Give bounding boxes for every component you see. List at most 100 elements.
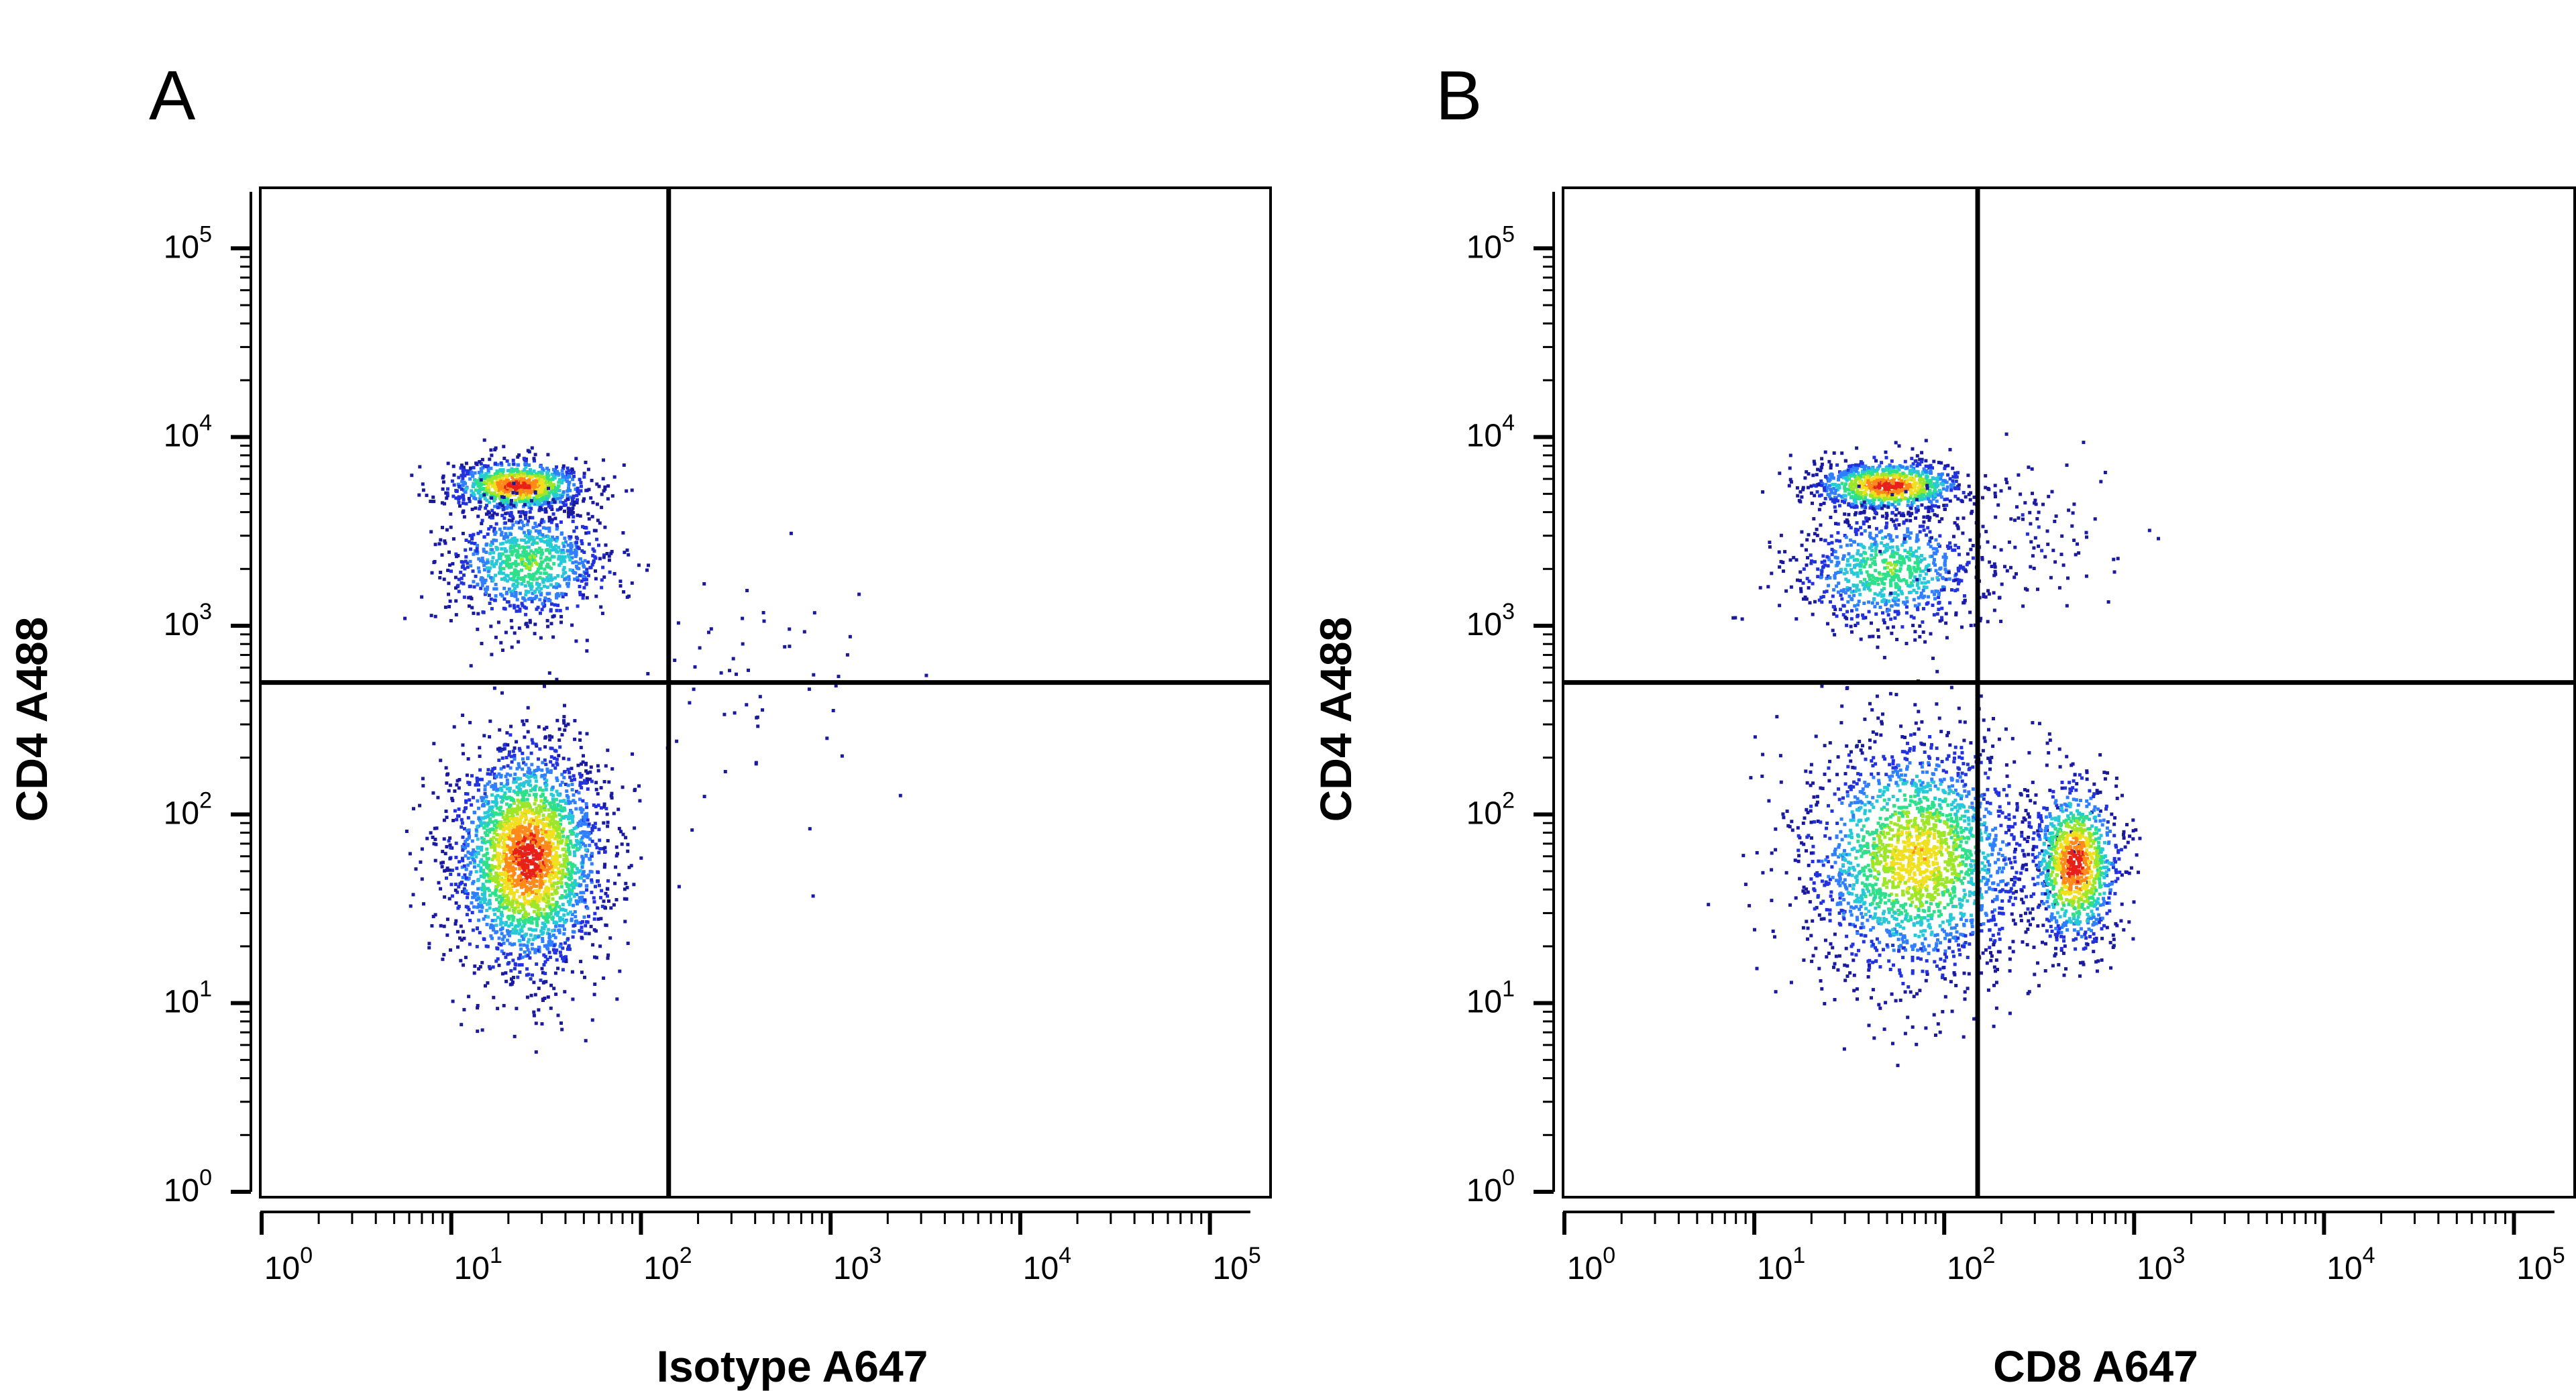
- event-dot: [566, 937, 570, 941]
- event-dot: [508, 540, 513, 544]
- event-dot: [490, 813, 494, 817]
- event-dot: [1872, 480, 1876, 484]
- event-dot: [460, 480, 464, 484]
- event-dot: [520, 801, 524, 805]
- event-dot: [535, 854, 539, 858]
- event-dot: [559, 806, 564, 810]
- event-dot: [547, 813, 551, 817]
- event-dot: [448, 563, 451, 567]
- event-dot: [564, 783, 568, 786]
- event-dot: [552, 555, 556, 559]
- event-dot: [548, 558, 552, 562]
- event-dot: [505, 817, 509, 821]
- event-dot: [524, 816, 528, 820]
- event-dot: [525, 829, 529, 833]
- event-dot: [482, 796, 486, 800]
- event-dot: [1878, 504, 1881, 508]
- event-dot: [523, 826, 527, 830]
- event-dot: [468, 559, 472, 563]
- event-dot: [494, 893, 498, 897]
- event-dot: [568, 558, 572, 562]
- event-dot: [625, 548, 629, 552]
- event-dot: [451, 818, 455, 822]
- event-dot: [594, 805, 598, 808]
- event-dot: [702, 582, 706, 586]
- event-dot: [561, 827, 566, 831]
- event-dot: [536, 948, 540, 952]
- event-dot: [496, 875, 500, 879]
- event-dot: [547, 468, 551, 472]
- event-dot: [627, 594, 631, 598]
- event-dot: [527, 540, 531, 544]
- event-dot: [478, 507, 482, 511]
- event-dot: [504, 899, 508, 902]
- x-tick-label: 104: [1023, 1243, 1071, 1286]
- event-dot: [532, 1010, 536, 1014]
- event-dot: [498, 826, 502, 830]
- event-dot: [514, 791, 518, 795]
- event-dot: [542, 897, 546, 901]
- event-dot: [1911, 447, 1915, 451]
- event-dot: [460, 856, 464, 860]
- event-dot: [515, 883, 519, 887]
- event-dot: [498, 838, 502, 842]
- event-dot: [1919, 492, 1922, 496]
- event-dot: [568, 511, 571, 515]
- event-dot: [511, 541, 515, 545]
- event-dot: [429, 831, 433, 835]
- event-dot: [508, 861, 513, 865]
- event-dot: [548, 734, 551, 738]
- event-dot: [595, 812, 599, 816]
- event-dot: [565, 838, 569, 842]
- event-dot: [551, 903, 555, 907]
- event-dot: [519, 917, 523, 922]
- event-dot: [511, 561, 515, 565]
- event-dot: [544, 919, 548, 923]
- event-dot: [527, 771, 531, 775]
- event-dot: [519, 816, 523, 820]
- event-dot: [523, 462, 527, 465]
- event-dot: [454, 599, 458, 603]
- event-dot: [575, 893, 579, 897]
- event-dot: [549, 804, 553, 808]
- event-dot: [525, 944, 529, 948]
- event-dot: [501, 855, 504, 859]
- event-dot: [476, 887, 480, 891]
- event-dot: [541, 865, 545, 869]
- event-dot: [584, 1039, 588, 1043]
- event-dot: [482, 821, 486, 825]
- event-dot: [511, 869, 515, 873]
- event-dot: [492, 995, 496, 999]
- event-dot: [594, 781, 598, 785]
- event-dot: [572, 894, 576, 898]
- event-dot: [533, 769, 537, 773]
- event-dot: [500, 560, 504, 564]
- event-dot: [533, 622, 537, 626]
- event-dot: [490, 496, 494, 500]
- event-dot: [440, 553, 444, 557]
- event-dot: [507, 879, 511, 883]
- event-dot: [598, 847, 602, 850]
- event-dot: [516, 520, 520, 524]
- event-dot: [728, 669, 731, 673]
- event-dot: [513, 474, 517, 477]
- event-dot: [462, 470, 466, 474]
- event-dot: [480, 1028, 484, 1032]
- event-dot: [555, 487, 559, 490]
- event-dot: [549, 907, 552, 911]
- event-dot: [460, 844, 464, 848]
- event-dot: [515, 480, 518, 484]
- event-dot: [512, 574, 516, 578]
- event-dot: [567, 801, 570, 805]
- event-dot: [576, 498, 579, 502]
- event-dot: [529, 899, 533, 903]
- event-dot: [493, 598, 497, 602]
- event-dot: [539, 506, 543, 510]
- event-dot: [534, 816, 538, 820]
- event-dot: [600, 806, 603, 810]
- event-dot: [1819, 493, 1823, 497]
- event-dot: [513, 910, 517, 914]
- event-dot: [492, 772, 496, 776]
- event-dot: [517, 858, 521, 862]
- event-dot: [453, 809, 457, 813]
